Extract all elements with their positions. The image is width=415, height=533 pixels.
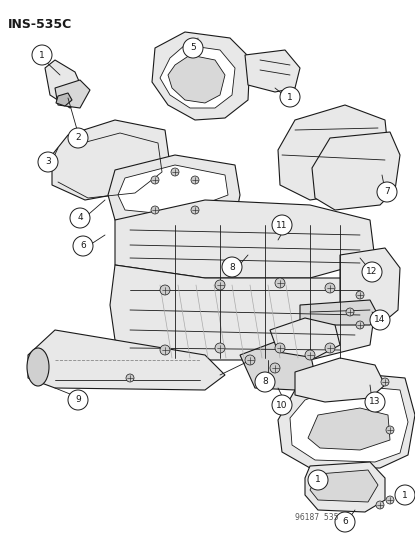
Circle shape — [215, 280, 225, 290]
Circle shape — [151, 176, 159, 184]
Circle shape — [191, 206, 199, 214]
Circle shape — [362, 262, 382, 282]
Polygon shape — [290, 385, 408, 462]
Polygon shape — [45, 60, 85, 108]
Circle shape — [255, 372, 275, 392]
Polygon shape — [240, 340, 315, 390]
Circle shape — [160, 285, 170, 295]
Text: 9: 9 — [75, 395, 81, 405]
Text: 12: 12 — [366, 268, 378, 277]
Circle shape — [381, 378, 389, 386]
Circle shape — [386, 426, 394, 434]
Circle shape — [308, 470, 328, 490]
Text: 8: 8 — [229, 262, 235, 271]
Circle shape — [73, 236, 93, 256]
Circle shape — [335, 512, 355, 532]
Circle shape — [183, 38, 203, 58]
Text: 5: 5 — [190, 44, 196, 52]
Text: 1: 1 — [315, 475, 321, 484]
Text: 3: 3 — [45, 157, 51, 166]
Text: 96187  535: 96187 535 — [295, 513, 339, 522]
Circle shape — [245, 355, 255, 365]
Text: 10: 10 — [276, 400, 288, 409]
Polygon shape — [312, 132, 400, 210]
Text: 14: 14 — [374, 316, 386, 325]
Polygon shape — [28, 330, 225, 390]
Text: 4: 4 — [77, 214, 83, 222]
Text: 1: 1 — [287, 93, 293, 101]
Circle shape — [191, 176, 199, 184]
Circle shape — [275, 278, 285, 288]
Text: 8: 8 — [262, 377, 268, 386]
Circle shape — [356, 321, 364, 329]
Circle shape — [70, 208, 90, 228]
Polygon shape — [55, 80, 90, 108]
Circle shape — [305, 350, 315, 360]
Polygon shape — [160, 45, 235, 108]
Text: 6: 6 — [80, 241, 86, 251]
Circle shape — [272, 215, 292, 235]
Polygon shape — [270, 318, 340, 358]
Circle shape — [171, 168, 179, 176]
Ellipse shape — [27, 348, 49, 386]
Circle shape — [32, 45, 52, 65]
Circle shape — [272, 395, 292, 415]
Polygon shape — [56, 93, 72, 106]
Polygon shape — [278, 372, 415, 468]
Circle shape — [160, 345, 170, 355]
Circle shape — [346, 308, 354, 316]
Circle shape — [325, 283, 335, 293]
Text: INS-535C: INS-535C — [8, 18, 72, 31]
Circle shape — [275, 343, 285, 353]
Circle shape — [325, 343, 335, 353]
Text: 11: 11 — [276, 221, 288, 230]
Polygon shape — [168, 55, 225, 103]
Circle shape — [126, 374, 134, 382]
Polygon shape — [300, 300, 378, 325]
Circle shape — [151, 206, 159, 214]
Polygon shape — [52, 120, 170, 200]
Polygon shape — [310, 470, 378, 502]
Circle shape — [68, 390, 88, 410]
Text: 6: 6 — [342, 518, 348, 527]
Circle shape — [370, 310, 390, 330]
Circle shape — [222, 257, 242, 277]
Circle shape — [395, 485, 415, 505]
Polygon shape — [152, 32, 250, 120]
Circle shape — [280, 87, 300, 107]
Circle shape — [356, 291, 364, 299]
Polygon shape — [108, 155, 240, 230]
Polygon shape — [305, 462, 385, 512]
Polygon shape — [118, 165, 228, 215]
Text: 7: 7 — [384, 188, 390, 197]
Circle shape — [376, 501, 384, 509]
Circle shape — [215, 343, 225, 353]
Circle shape — [68, 128, 88, 148]
Text: 1: 1 — [39, 51, 45, 60]
Polygon shape — [340, 248, 400, 325]
Circle shape — [386, 496, 394, 504]
Circle shape — [365, 392, 385, 412]
Polygon shape — [295, 358, 385, 402]
Text: 2: 2 — [75, 133, 81, 142]
Polygon shape — [308, 408, 390, 450]
Polygon shape — [115, 200, 375, 278]
Circle shape — [38, 152, 58, 172]
Circle shape — [377, 182, 397, 202]
Text: 13: 13 — [369, 398, 381, 407]
Text: 1: 1 — [402, 490, 408, 499]
Polygon shape — [110, 265, 375, 360]
Polygon shape — [278, 105, 390, 200]
Polygon shape — [245, 50, 300, 92]
Circle shape — [270, 363, 280, 373]
